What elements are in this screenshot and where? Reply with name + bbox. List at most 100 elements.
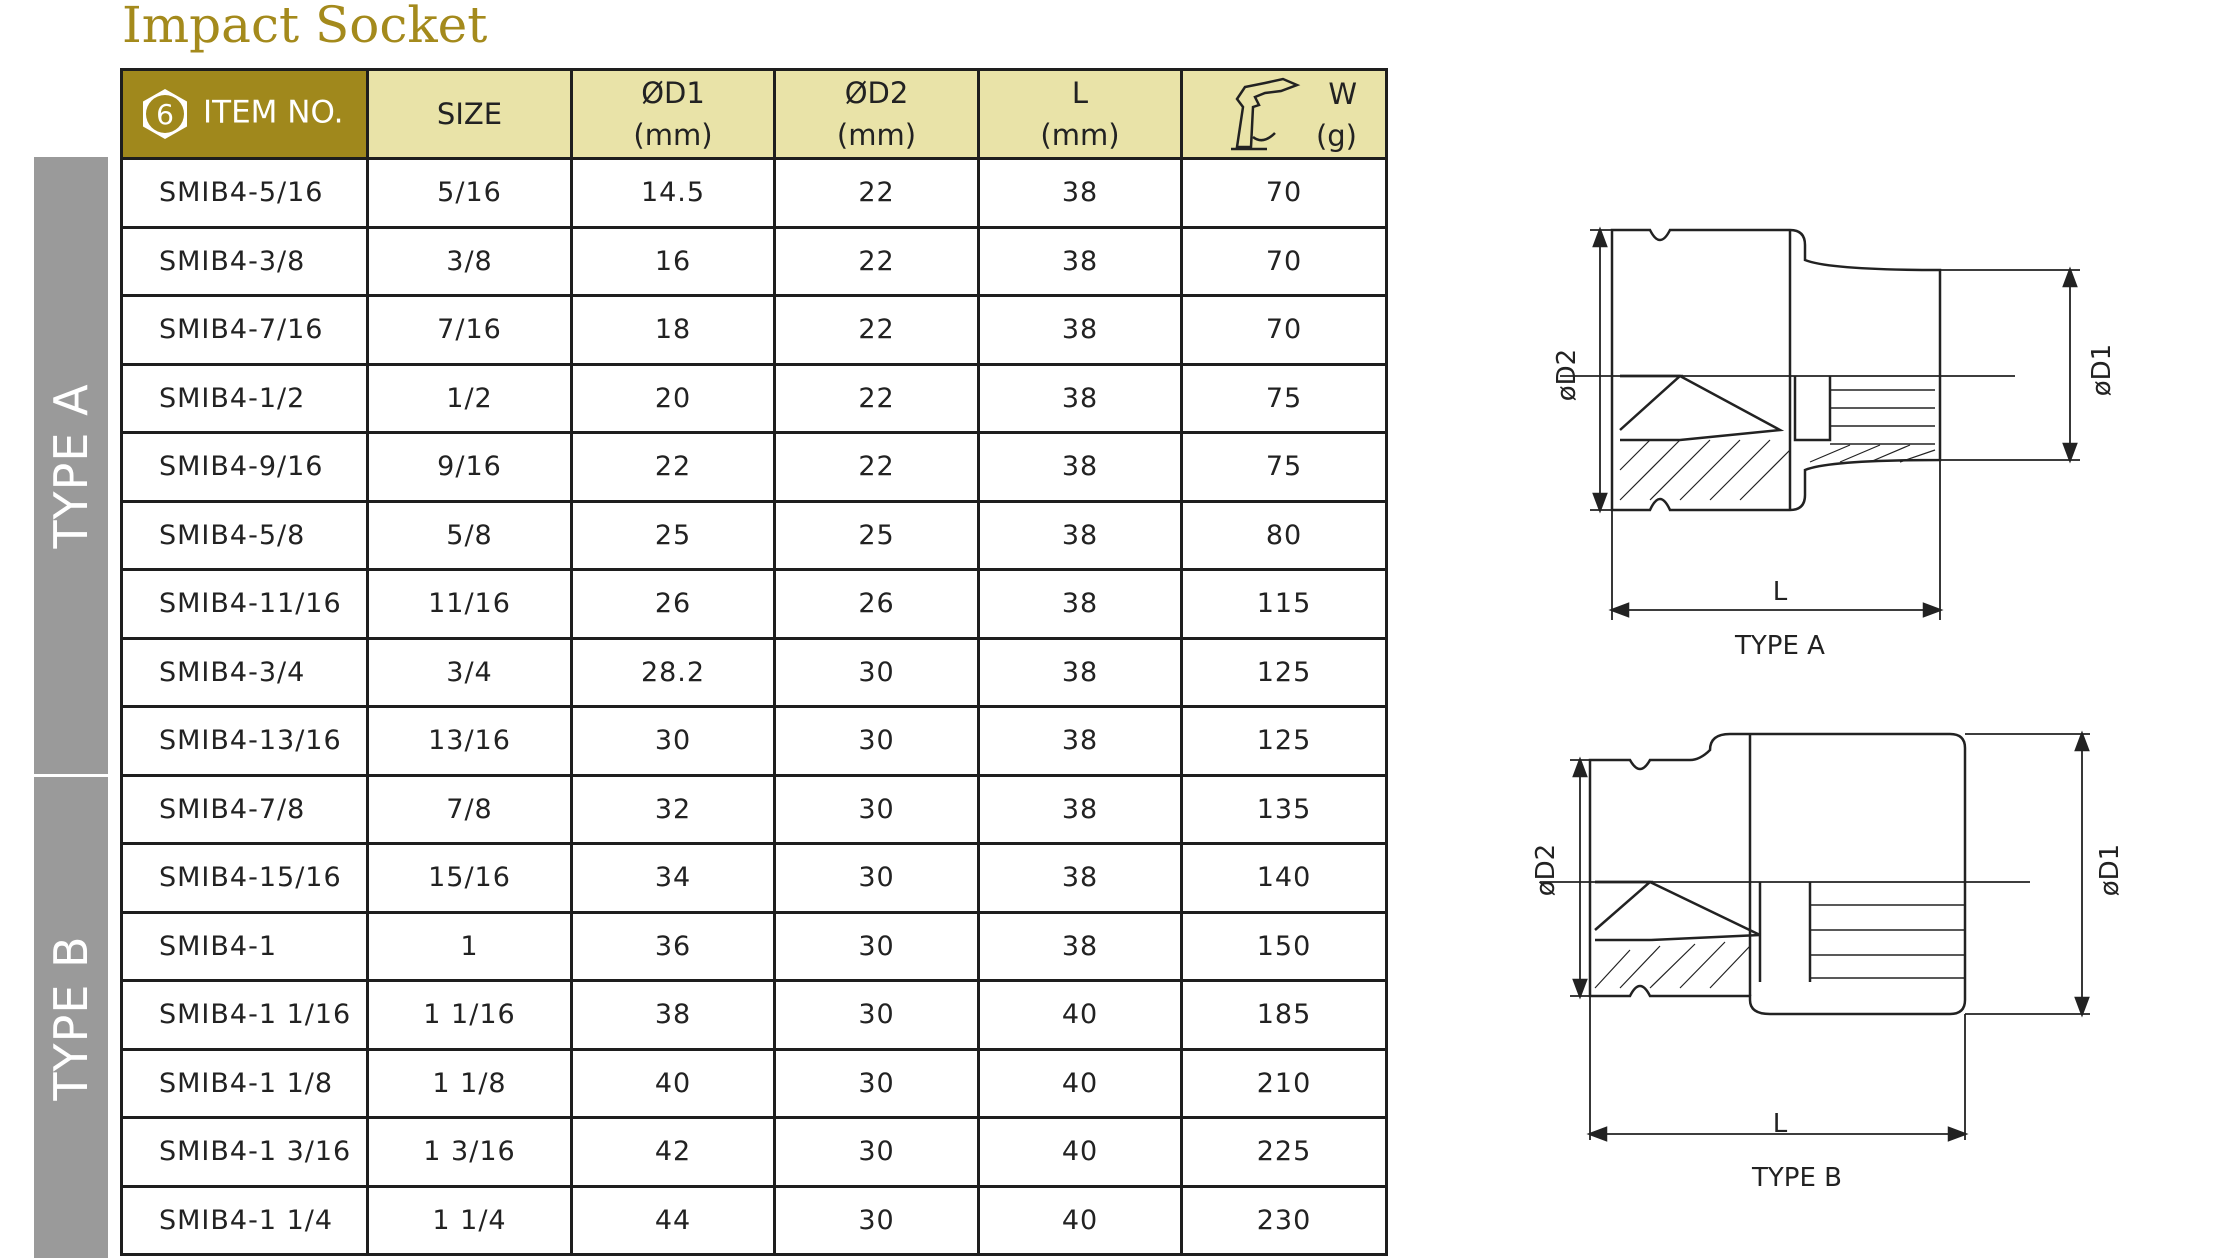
l-cell: 40 — [977, 1184, 1183, 1256]
d1-cell: 22 — [570, 431, 776, 503]
size-cell: 3/8 — [366, 225, 573, 297]
l-header: L (mm) — [977, 68, 1183, 160]
d2-cell: 30 — [773, 705, 980, 777]
item-cell: SMIB4-1 1/8 — [120, 1047, 369, 1119]
spec-table-body: SMIB4-5/16 5/16 14.5 22 38 70 SMIB4-3/8 3/8 16 22… — [120, 157, 1388, 1256]
table-row: SMIB4-1 1/16 1 1/16 38 30 40 185 — [120, 979, 1388, 1051]
d1-cell: 38 — [570, 979, 776, 1051]
l-cell: 38 — [977, 431, 1183, 503]
d2-cell: 30 — [773, 842, 980, 914]
l-cell: 38 — [977, 773, 1183, 845]
size-cell: 1 1/4 — [366, 1184, 573, 1256]
size-cell: 5/16 — [366, 157, 573, 229]
size-header: SIZE — [366, 68, 573, 160]
item-no-label: ITEM NO. — [203, 94, 344, 131]
l-cell: 40 — [977, 1116, 1183, 1188]
type-b-d1-label: øD1 — [2095, 844, 2125, 896]
size-cell: 1/2 — [366, 362, 573, 434]
item-cell: SMIB4-13/16 — [120, 705, 369, 777]
d1-cell: 18 — [570, 294, 776, 366]
socket-outline-b — [1588, 732, 1967, 1016]
l-cell: 38 — [977, 157, 1183, 229]
d2-cell: 30 — [773, 773, 980, 845]
item-cell: SMIB4-1 1/16 — [120, 979, 369, 1051]
type-b-sidebar: TYPE B — [34, 777, 108, 1258]
w-cell: 125 — [1180, 705, 1388, 777]
d1-cell: 34 — [570, 842, 776, 914]
table-row: SMIB4-1 1 36 30 38 150 — [120, 910, 1388, 982]
type-a-d2-label: øD2 — [1552, 349, 1582, 401]
item-cell: SMIB4-7/16 — [120, 294, 369, 366]
item-cell: SMIB4-3/8 — [120, 225, 369, 297]
w-cell: 80 — [1180, 499, 1388, 571]
d1-cell: 40 — [570, 1047, 776, 1119]
table-row: SMIB4-5/8 5/8 25 25 38 80 — [120, 499, 1388, 571]
item-cell: SMIB4-11/16 — [120, 568, 369, 640]
size-cell: 1 1/8 — [366, 1047, 573, 1119]
w-header: W (g) — [1180, 68, 1388, 160]
d2-header: ØD2 (mm) — [773, 68, 980, 160]
size-cell: 3/4 — [366, 636, 573, 708]
table-row: SMIB4-3/4 3/4 28.2 30 38 125 — [120, 636, 1388, 708]
table-row: SMIB4-11/16 11/16 26 26 38 115 — [120, 568, 1388, 640]
l-cell: 38 — [977, 910, 1183, 982]
w-cell: 115 — [1180, 568, 1388, 640]
size-cell: 11/16 — [366, 568, 573, 640]
type-b-d2-label: øD2 — [1531, 844, 1561, 896]
type-a-sidebar: TYPE A — [34, 157, 108, 774]
l-label: L — [1071, 76, 1089, 110]
l-unit: (mm) — [1040, 118, 1120, 152]
l-cell: 38 — [977, 568, 1183, 640]
w-cell: 70 — [1180, 225, 1388, 297]
w-cell: 225 — [1180, 1116, 1388, 1188]
l-cell: 38 — [977, 225, 1183, 297]
table-row: SMIB4-15/16 15/16 34 30 38 140 — [120, 842, 1388, 914]
item-cell: SMIB4-5/16 — [120, 157, 369, 229]
w-cell: 135 — [1180, 773, 1388, 845]
d1-cell: 36 — [570, 910, 776, 982]
l-cell: 40 — [977, 979, 1183, 1051]
size-cell: 15/16 — [366, 842, 573, 914]
table-row: SMIB4-1/2 1/2 20 22 38 75 — [120, 362, 1388, 434]
type-a-l-label: L — [1773, 577, 1788, 607]
d2-unit: (mm) — [836, 118, 917, 152]
d1-cell: 26 — [570, 568, 776, 640]
item-cell: SMIB4-5/8 — [120, 499, 369, 571]
d1-cell: 32 — [570, 773, 776, 845]
d1-label: ØD1 — [641, 76, 705, 110]
w-cell: 185 — [1180, 979, 1388, 1051]
type-b-diagram: øD2 øD1 L TYPE B — [1531, 730, 2125, 1193]
w-cell: 230 — [1180, 1184, 1388, 1256]
l-cell: 40 — [977, 1047, 1183, 1119]
w-cell: 70 — [1180, 294, 1388, 366]
type-b-label: TYPE B — [44, 934, 98, 1101]
size-cell: 1 — [366, 910, 573, 982]
table-row: SMIB4-13/16 13/16 30 30 38 125 — [120, 705, 1388, 777]
item-no-header: 6 ITEM NO. — [120, 68, 369, 160]
w-cell: 125 — [1180, 636, 1388, 708]
w-unit: (g) — [1315, 119, 1357, 153]
item-cell: SMIB4-1 — [120, 910, 369, 982]
table-row: SMIB4-3/8 3/8 16 22 38 70 — [120, 225, 1388, 297]
w-cell: 140 — [1180, 842, 1388, 914]
table-row: SMIB4-1 1/4 1 1/4 44 30 40 230 — [120, 1184, 1388, 1256]
d2-cell: 22 — [773, 431, 980, 503]
size-cell: 13/16 — [366, 705, 573, 777]
table-row: SMIB4-1 1/8 1 1/8 40 30 40 210 — [120, 1047, 1388, 1119]
item-cell: SMIB4-15/16 — [120, 842, 369, 914]
d2-cell: 22 — [773, 157, 980, 229]
table-row: SMIB4-7/16 7/16 18 22 38 70 — [120, 294, 1388, 366]
l-cell: 38 — [977, 362, 1183, 434]
w-cell: 75 — [1180, 431, 1388, 503]
d1-cell: 28.2 — [570, 636, 776, 708]
l-cell: 38 — [977, 636, 1183, 708]
page-title: Impact Socket — [122, 0, 488, 54]
item-cell: SMIB4-1/2 — [120, 362, 369, 434]
d2-cell: 22 — [773, 362, 980, 434]
d2-cell: 30 — [773, 910, 980, 982]
hex-badge-icon: 6 — [143, 89, 187, 139]
d1-cell: 14.5 — [570, 157, 776, 229]
d2-cell: 30 — [773, 979, 980, 1051]
d1-cell: 44 — [570, 1184, 776, 1256]
item-cell: SMIB4-7/8 — [120, 773, 369, 845]
